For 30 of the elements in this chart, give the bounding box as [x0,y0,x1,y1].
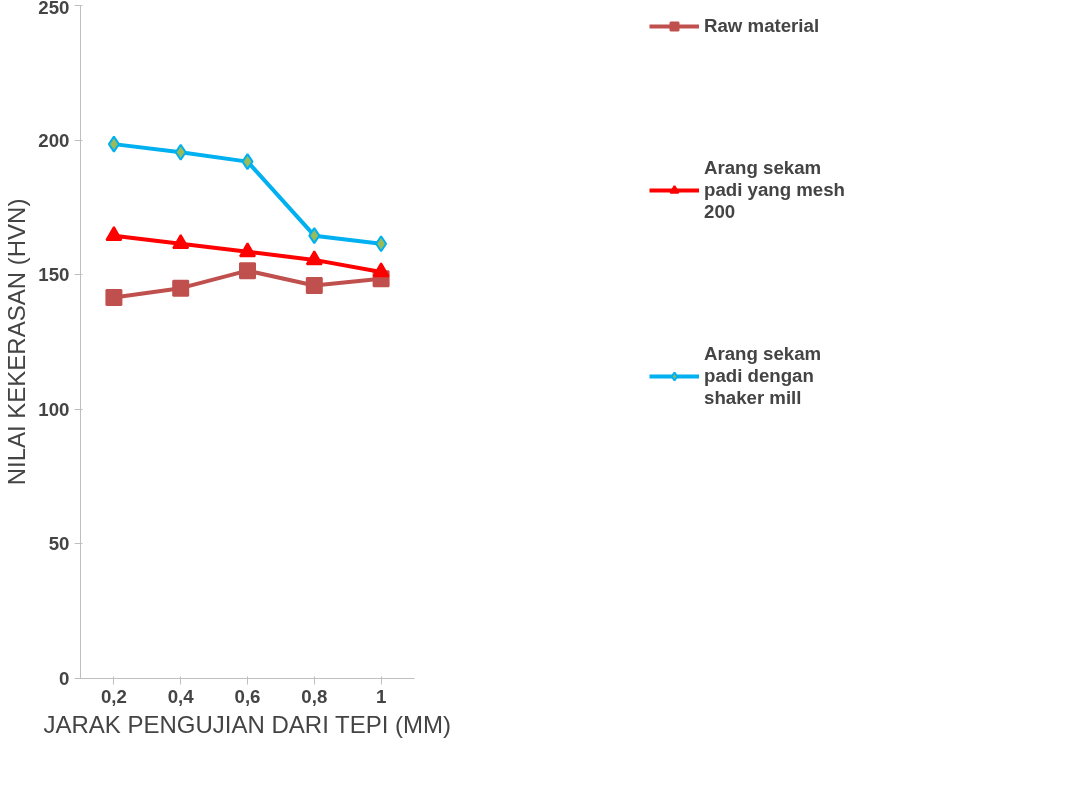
y-tick-label: 150 [38,264,70,286]
y-axis-title: NILAI KEKERASAN (HVN) [3,198,31,486]
point [174,143,187,161]
x-tick-label: 0,6 [234,685,261,707]
y-tick-label: 100 [38,398,70,420]
point [105,226,123,241]
x-tick-label: 0,4 [167,685,195,707]
point [107,135,120,153]
y-tick-label: 50 [48,533,70,555]
point [375,235,388,253]
legend-label: Raw material [704,15,820,37]
x-axis-title: JARAK PENGUJIAN DARI TEPI (MM) [43,710,452,738]
x-tick-label: 0,8 [301,685,328,707]
point [372,262,390,278]
y-tick-label: 0 [59,668,70,689]
legend-label: Arang sekam padi dengan shaker mill [704,343,822,409]
legend-label: Arang sekam padi yang mesh 200 [704,157,845,223]
point [172,279,190,297]
point [241,153,254,171]
point [239,242,256,258]
y-tick-label: 200 [38,129,70,151]
x-tick-label: 1 [375,685,387,707]
point [305,250,323,266]
point [308,227,321,245]
point [105,289,123,307]
y-tick-label: 250 [38,0,70,18]
point [239,262,256,280]
point [305,276,323,294]
point [172,234,190,250]
x-tick-label: 0,2 [100,685,127,707]
